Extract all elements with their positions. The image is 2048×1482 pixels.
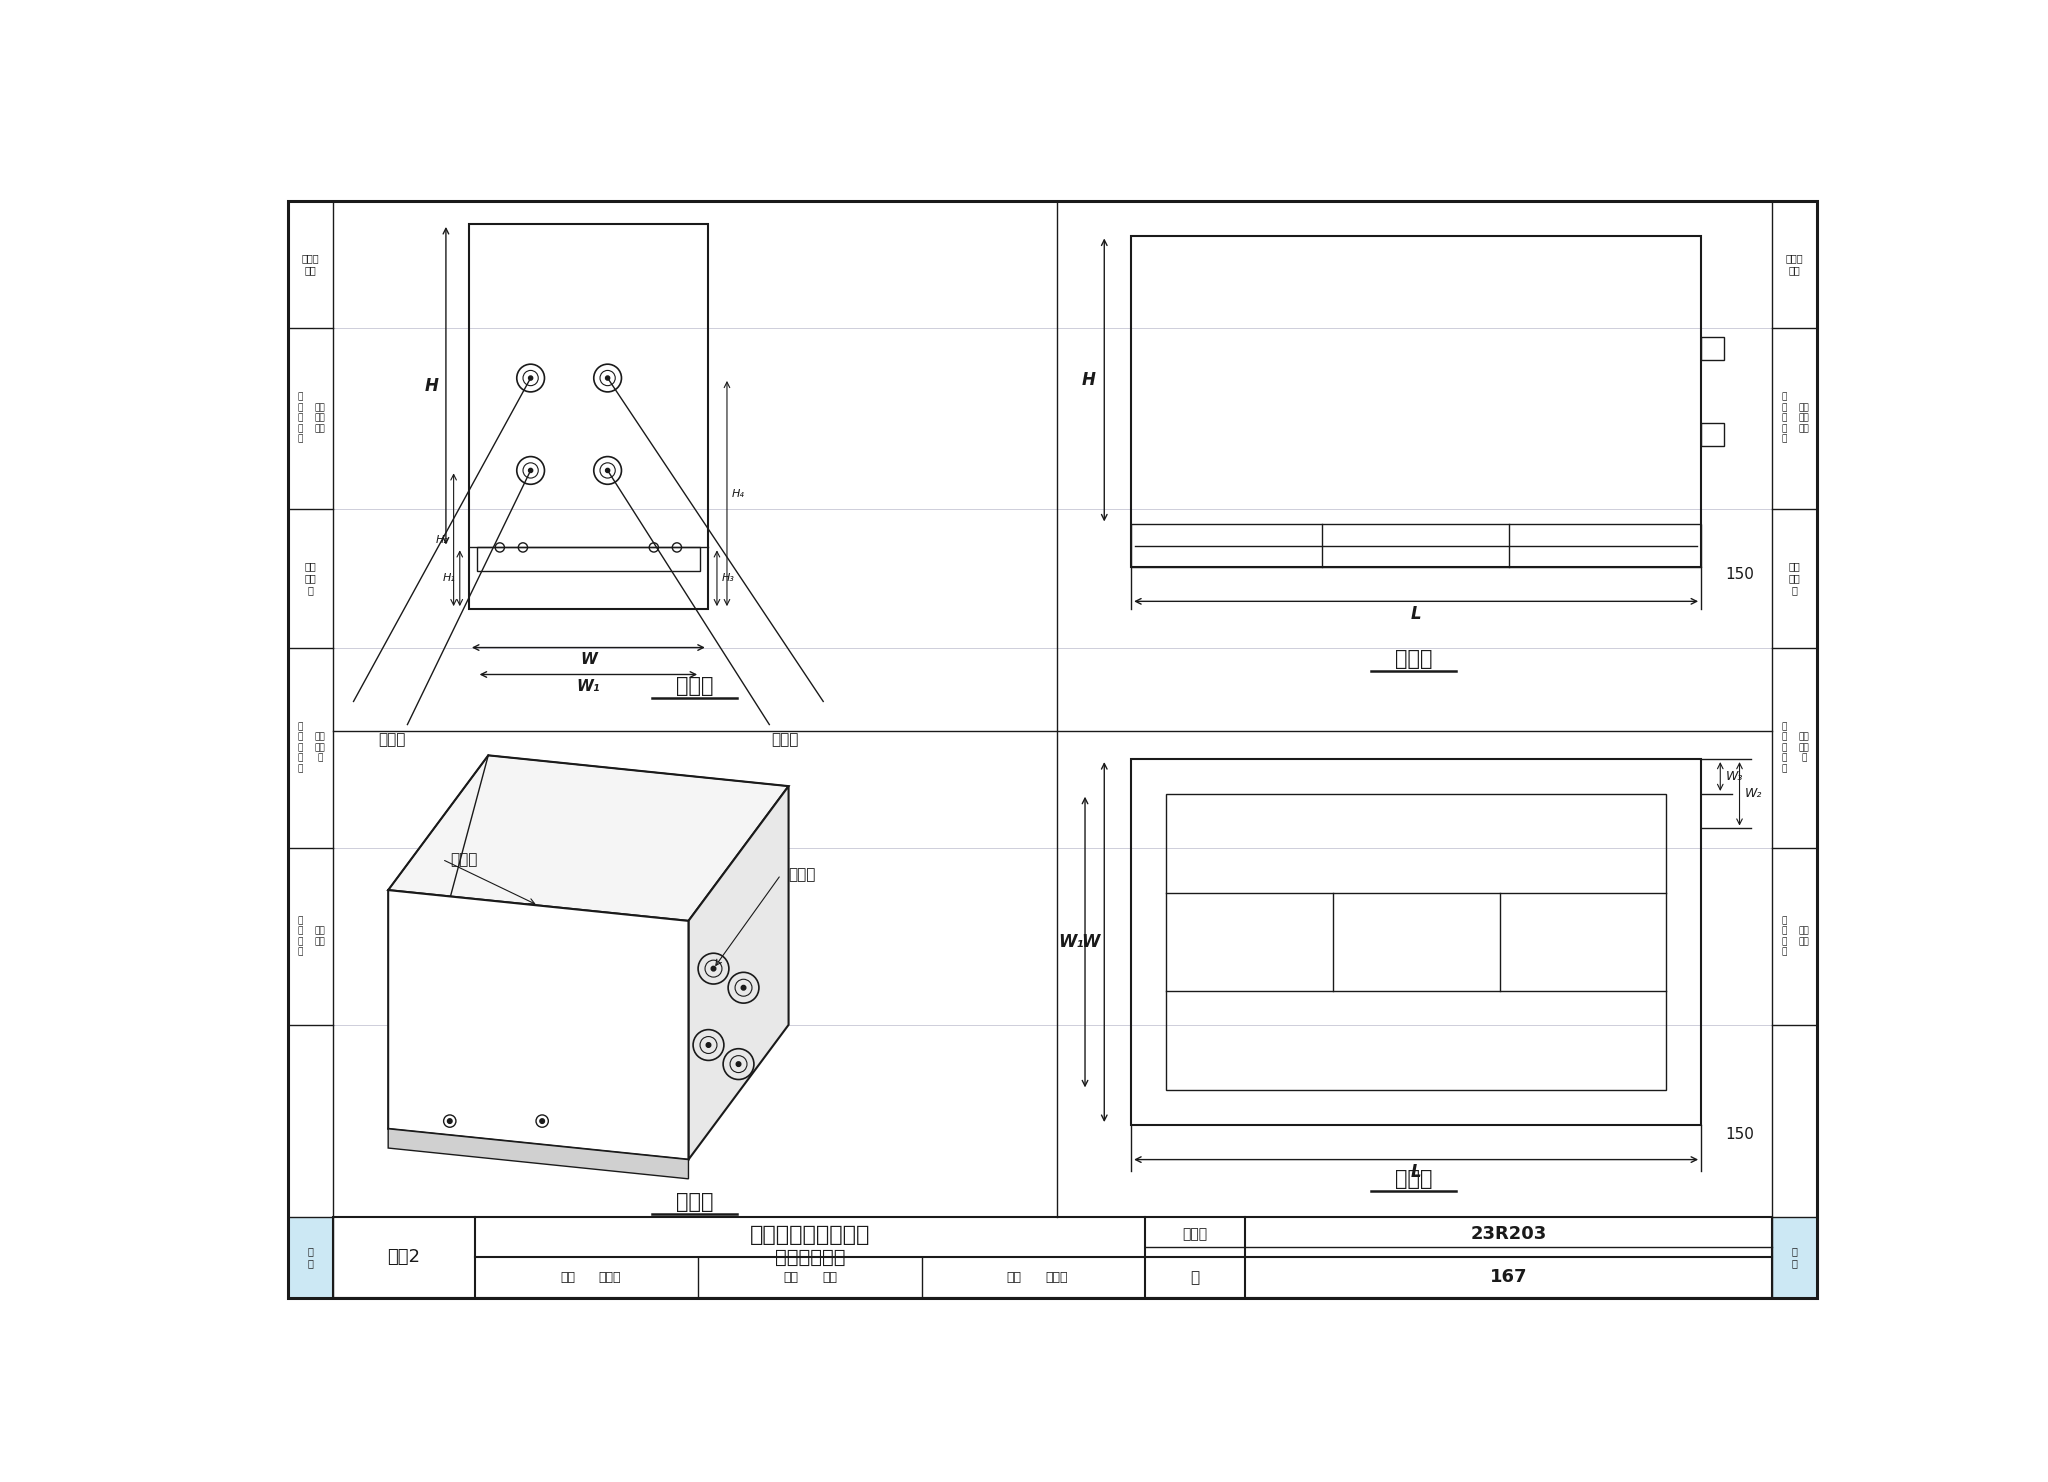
Circle shape <box>528 376 532 379</box>
Text: 附
录: 附 录 <box>1792 1246 1798 1269</box>
Text: 源水侧: 源水侧 <box>379 732 406 747</box>
Circle shape <box>606 468 610 473</box>
Bar <box>289 1217 332 1298</box>
Text: 审核: 审核 <box>559 1272 575 1283</box>
Text: 页: 页 <box>1190 1270 1200 1285</box>
Text: 机房
装配
式: 机房 装配 式 <box>315 732 326 763</box>
Text: W₁: W₁ <box>578 679 600 694</box>
Bar <box>477 547 700 571</box>
Text: L: L <box>1411 1163 1421 1181</box>
Text: 机房
附属
设备: 机房 附属 设备 <box>1798 403 1808 433</box>
Text: 150: 150 <box>1724 568 1753 582</box>
Text: 机房
典型: 机房 典型 <box>1798 926 1808 946</box>
Text: 167: 167 <box>1489 1269 1528 1286</box>
Text: 负荷侧: 负荷侧 <box>788 867 815 882</box>
Bar <box>1165 794 1667 1091</box>
Polygon shape <box>389 891 688 1159</box>
Text: 附录2: 附录2 <box>387 1248 420 1267</box>
Text: 23R203: 23R203 <box>1470 1226 1546 1243</box>
Bar <box>332 1217 1772 1298</box>
Text: 负荷侧: 负荷侧 <box>770 732 799 747</box>
Bar <box>1702 336 1724 360</box>
Polygon shape <box>688 785 788 1159</box>
Text: W: W <box>580 652 596 667</box>
Circle shape <box>606 376 610 379</box>
Text: W₂: W₂ <box>1745 787 1761 800</box>
Circle shape <box>711 966 717 971</box>
Text: 建
造
与
安
装: 建 造 与 安 装 <box>297 722 303 774</box>
Text: 机房
典型: 机房 典型 <box>315 926 326 946</box>
Text: L: L <box>1411 605 1421 622</box>
Text: 立面图: 立面图 <box>1395 649 1432 668</box>
Text: W: W <box>1081 932 1100 950</box>
Text: 陈志光: 陈志光 <box>598 1272 621 1283</box>
Circle shape <box>528 468 532 473</box>
Text: W₁: W₁ <box>1059 932 1083 950</box>
Text: 平面图: 平面图 <box>1395 1169 1432 1189</box>
Text: 曹宝文: 曹宝文 <box>1044 1272 1067 1283</box>
Text: H: H <box>1081 370 1096 388</box>
Text: H₁: H₁ <box>442 574 455 584</box>
Text: 建
造
与
安
装: 建 造 与 安 装 <box>1782 722 1788 774</box>
Text: H: H <box>426 376 438 394</box>
Text: W₃: W₃ <box>1726 769 1743 782</box>
Text: H₄: H₄ <box>731 489 745 498</box>
Text: 设计: 设计 <box>1008 1272 1022 1283</box>
Text: 工
程
实
例: 工 程 实 例 <box>1782 916 1788 956</box>
Bar <box>1130 236 1702 566</box>
Circle shape <box>707 1043 711 1048</box>
Bar <box>1702 424 1724 446</box>
Text: 三维图: 三维图 <box>676 1192 713 1212</box>
Text: 整装
式机
房: 整装 式机 房 <box>1788 562 1800 594</box>
Polygon shape <box>389 756 788 920</box>
Circle shape <box>735 1061 741 1067</box>
Text: H₂: H₂ <box>436 535 449 545</box>
Text: 高温热泵机组外形图: 高温热泵机组外形图 <box>750 1226 870 1245</box>
Text: 附
录: 附 录 <box>307 1246 313 1269</box>
Text: 机房
装配
式: 机房 装配 式 <box>1798 732 1808 763</box>
Text: 工
程
实
例: 工 程 实 例 <box>297 916 303 956</box>
Bar <box>1130 759 1702 1125</box>
Text: 图集号: 图集号 <box>1182 1227 1208 1242</box>
Bar <box>1772 1217 1817 1298</box>
Text: 机房
附属
设备: 机房 附属 设备 <box>315 403 326 433</box>
Text: 刘东: 刘东 <box>821 1272 838 1283</box>
Text: 和
管
道
配
件: 和 管 道 配 件 <box>1782 393 1788 443</box>
Text: 校对: 校对 <box>784 1272 799 1283</box>
Text: 和
管
道
配
件: 和 管 道 配 件 <box>297 393 303 443</box>
Text: 模块化
机组: 模块化 机组 <box>301 253 319 274</box>
Text: 整装
式机
房: 整装 式机 房 <box>305 562 315 594</box>
Circle shape <box>541 1119 545 1123</box>
Text: 侧面图: 侧面图 <box>676 676 713 697</box>
Text: 源水侧: 源水侧 <box>451 852 477 867</box>
Text: H₃: H₃ <box>723 574 735 584</box>
Circle shape <box>741 986 745 990</box>
Bar <box>1130 525 1702 566</box>
Bar <box>469 224 709 609</box>
Polygon shape <box>389 1129 688 1178</box>
Text: 150: 150 <box>1724 1126 1753 1141</box>
Text: 模块化
机组: 模块化 机组 <box>1786 253 1802 274</box>
Circle shape <box>446 1119 453 1123</box>
Text: （集装筱型）: （集装筱型） <box>774 1248 846 1267</box>
